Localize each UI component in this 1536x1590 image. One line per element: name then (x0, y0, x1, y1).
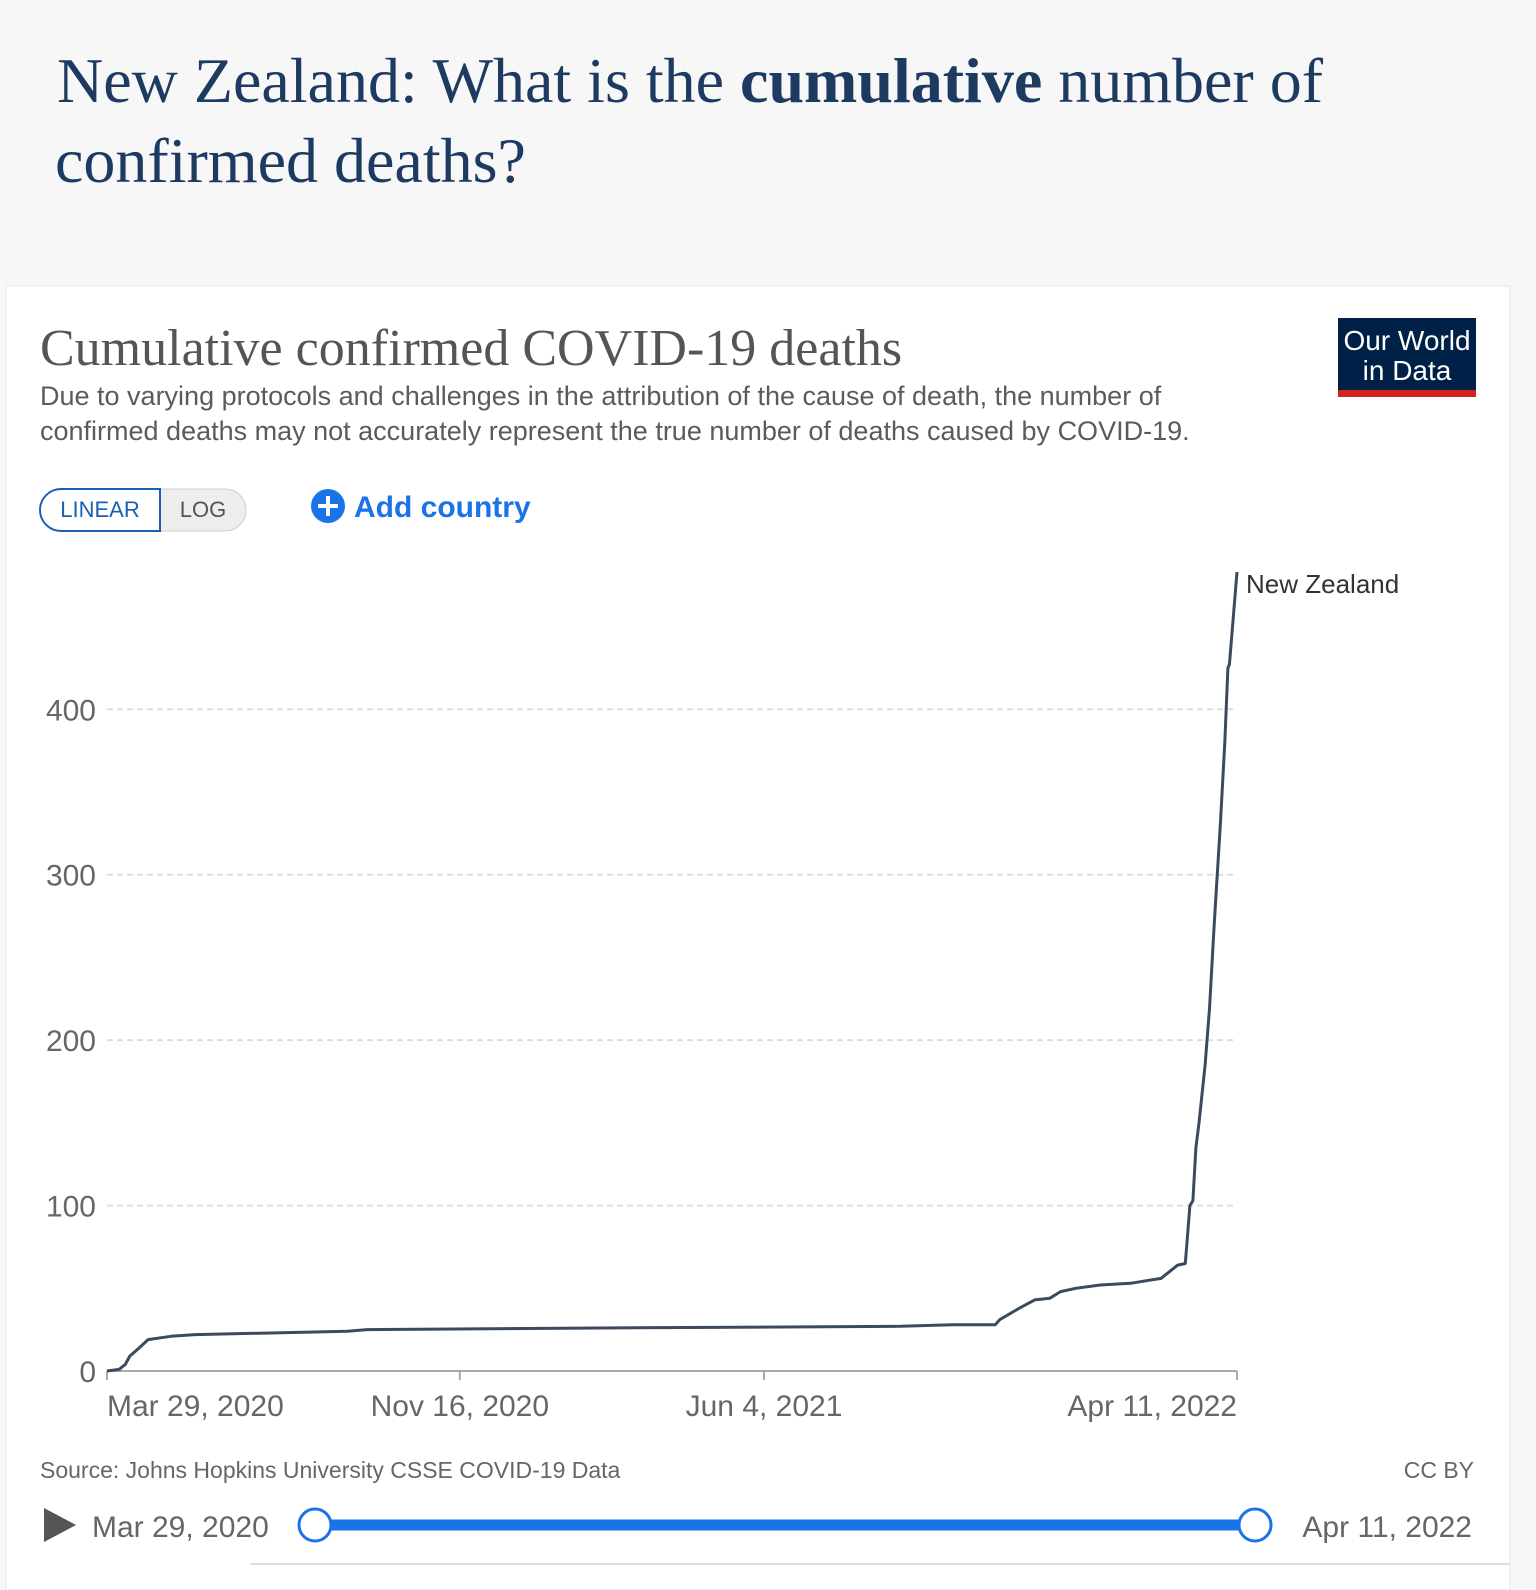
source: Source: Johns Hopkins University CSSE CO… (40, 1457, 621, 1483)
logo[interactable] (1338, 318, 1476, 390)
title-part: cumulative (740, 45, 1042, 116)
title-part: New Zealand: What is the (57, 45, 740, 116)
timeline-handle[interactable] (1237, 1507, 1273, 1543)
chart-subtitle: confirmed deaths may not accurately repr… (40, 416, 1190, 446)
card (5, 285, 1511, 1590)
page-title: confirmed deaths? (55, 125, 526, 196)
play-button[interactable] (44, 1508, 76, 1542)
y-tick-label: 300 (46, 860, 96, 893)
chart-subtitle: Due to varying protocols and challenges … (40, 381, 1162, 411)
log-label[interactable]: LOG (180, 497, 226, 522)
y-tick-label: 400 (46, 694, 96, 727)
x-tick-label: Nov 16, 2020 (371, 1390, 549, 1423)
x-tick-label: Apr 11, 2022 (1067, 1390, 1237, 1423)
series-line (106, 571, 1239, 1373)
logo-bar (1338, 390, 1476, 397)
chart-title: Cumulative confirmed COVID-19 deaths (40, 320, 902, 377)
y-tick-label: 0 (79, 1356, 96, 1389)
page-title: New Zealand: What is the cumulative numb… (57, 45, 1324, 116)
title-part: number of (1042, 45, 1324, 116)
license[interactable]: CC BY (1404, 1457, 1474, 1483)
linear-label[interactable]: LINEAR (60, 497, 139, 522)
timeline-end: Apr 11, 2022 (1302, 1511, 1472, 1544)
timeline-start: Mar 29, 2020 (92, 1511, 269, 1544)
series-label: New Zealand (1246, 569, 1399, 599)
add-country[interactable]: Add country (354, 491, 531, 524)
linear-button[interactable] (39, 488, 161, 532)
timeline-handle[interactable] (297, 1507, 333, 1543)
logo-text: in Data (1363, 355, 1452, 386)
y-tick-label: 100 (46, 1191, 96, 1224)
logo-text: Our World (1343, 325, 1470, 356)
add-icon-plus (318, 496, 338, 516)
x-tick-label: Mar 29, 2020 (107, 1390, 284, 1423)
y-tick-label: 200 (46, 1025, 96, 1058)
x-tick-label: Jun 4, 2021 (686, 1390, 843, 1423)
